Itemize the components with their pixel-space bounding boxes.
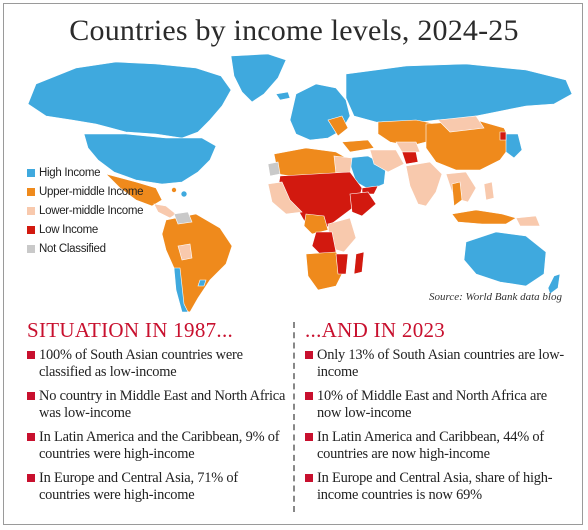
region-greenland bbox=[230, 54, 287, 103]
region-thailand-malaysia bbox=[451, 181, 463, 207]
region-new-zealand bbox=[547, 273, 561, 295]
world-map bbox=[6, 54, 582, 316]
region-afghanistan bbox=[401, 151, 419, 165]
legend-item-not-classified: Not Classified bbox=[27, 242, 147, 256]
legend-swatch-upper-middle bbox=[27, 188, 35, 196]
bullet-2023-europe: In Europe and Central Asia, share of hig… bbox=[305, 470, 570, 504]
region-china bbox=[425, 119, 513, 171]
heading-2023: ...AND IN 2023 bbox=[305, 318, 446, 342]
region-eastern-europe bbox=[327, 115, 349, 137]
region-russia bbox=[345, 63, 573, 125]
region-bolivia bbox=[177, 243, 193, 261]
region-mongolia bbox=[437, 115, 485, 133]
region-south-america bbox=[161, 213, 233, 313]
legend-swatch-not-classified bbox=[27, 245, 35, 253]
region-horn bbox=[349, 191, 377, 217]
bullet-text: 100% of South Asian countries were class… bbox=[39, 347, 243, 380]
legend-item-low: Low Income bbox=[27, 223, 147, 237]
legend-item-high: High Income bbox=[27, 166, 147, 180]
source-credit: Source: World Bank data blog bbox=[428, 291, 562, 303]
bullet-square-icon bbox=[305, 474, 313, 482]
legend-swatch-lower-middle bbox=[27, 207, 35, 215]
legend-swatch-low bbox=[27, 226, 35, 234]
region-india bbox=[405, 161, 443, 207]
region-central-asia bbox=[377, 119, 437, 147]
bullet-text: 10% of Middle East and North Africa are … bbox=[317, 388, 547, 421]
bullet-1987-mena: No country in Middle East and North Afri… bbox=[27, 388, 292, 422]
legend-label-low: Low Income bbox=[39, 224, 99, 236]
bullet-square-icon bbox=[27, 433, 35, 441]
bullet-2023-mena: 10% of Middle East and North Africa are … bbox=[305, 388, 570, 422]
bullet-text: In Europe and Central Asia, share of hig… bbox=[317, 470, 553, 503]
region-iceland bbox=[275, 91, 291, 101]
legend-swatch-high bbox=[27, 169, 35, 177]
world-map-svg bbox=[27, 54, 573, 313]
legend-label-not-classified: Not Classified bbox=[39, 243, 106, 255]
column-divider bbox=[293, 322, 295, 512]
bullet-square-icon bbox=[305, 392, 313, 400]
infographic-title: Countries by income levels, 2024-25 bbox=[69, 14, 519, 47]
region-turkey bbox=[341, 139, 375, 153]
bullet-text: In Latin America and the Caribbean, 9% o… bbox=[39, 429, 280, 462]
map-legend: High Income Upper-middle Income Lower-mi… bbox=[27, 166, 147, 261]
region-canada bbox=[27, 61, 232, 139]
bullet-text: No country in Middle East and North Afri… bbox=[39, 388, 286, 421]
region-papua bbox=[515, 215, 541, 227]
legend-item-upper-middle: Upper-middle Income bbox=[27, 185, 147, 199]
legend-label-upper-middle: Upper-middle Income bbox=[39, 186, 144, 198]
column-1987: SITUATION IN 1987... 100% of South Asian… bbox=[27, 318, 292, 511]
region-venezuela bbox=[173, 211, 193, 225]
legend-label-high: High Income bbox=[39, 167, 101, 179]
bullet-2023-latam: In Latin America and Caribbean, 44% of c… bbox=[305, 429, 570, 463]
bullet-square-icon bbox=[27, 392, 35, 400]
region-madagascar bbox=[353, 251, 365, 275]
bullet-1987-south-asia: 100% of South Asian countries were class… bbox=[27, 347, 292, 381]
region-central-america bbox=[153, 203, 177, 219]
legend-label-lower-middle: Lower-middle Income bbox=[39, 205, 144, 217]
region-central-africa bbox=[303, 213, 329, 235]
region-cuba bbox=[171, 187, 177, 193]
region-chile bbox=[173, 267, 189, 313]
region-uzbekistan bbox=[395, 141, 421, 153]
region-not-classified bbox=[267, 161, 281, 177]
region-egypt bbox=[333, 155, 353, 175]
region-philippines bbox=[483, 181, 495, 201]
region-west-africa bbox=[267, 181, 303, 215]
bullet-text: In Europe and Central Asia, 71% of count… bbox=[39, 470, 239, 503]
bullet-text: Only 13% of South Asian countries are lo… bbox=[317, 347, 564, 380]
bullet-square-icon bbox=[305, 433, 313, 441]
bullet-1987-europe: In Europe and Central Asia, 71% of count… bbox=[27, 470, 292, 504]
region-southern-africa bbox=[305, 251, 347, 291]
bullet-square-icon bbox=[27, 474, 35, 482]
region-iran bbox=[369, 149, 405, 173]
region-australia bbox=[463, 231, 547, 287]
region-indonesia bbox=[451, 209, 517, 225]
region-north-korea bbox=[499, 131, 507, 141]
column-2023: ...AND IN 2023 Only 13% of South Asian c… bbox=[305, 318, 570, 511]
bullet-text: In Latin America and Caribbean, 44% of c… bbox=[317, 429, 544, 462]
heading-1987: SITUATION IN 1987... bbox=[27, 318, 234, 342]
region-usa bbox=[83, 133, 217, 185]
region-mexico bbox=[104, 173, 163, 207]
bullet-1987-latam: In Latin America and the Caribbean, 9% o… bbox=[27, 429, 292, 463]
region-mozambique bbox=[335, 253, 349, 275]
bullet-square-icon bbox=[305, 351, 313, 359]
legend-item-lower-middle: Lower-middle Income bbox=[27, 204, 147, 218]
bullet-2023-south-asia: Only 13% of South Asian countries are lo… bbox=[305, 347, 570, 381]
region-korea-japan bbox=[505, 133, 523, 159]
bullet-square-icon bbox=[27, 351, 35, 359]
region-uruguay bbox=[197, 279, 207, 287]
region-caribbean bbox=[180, 190, 188, 198]
